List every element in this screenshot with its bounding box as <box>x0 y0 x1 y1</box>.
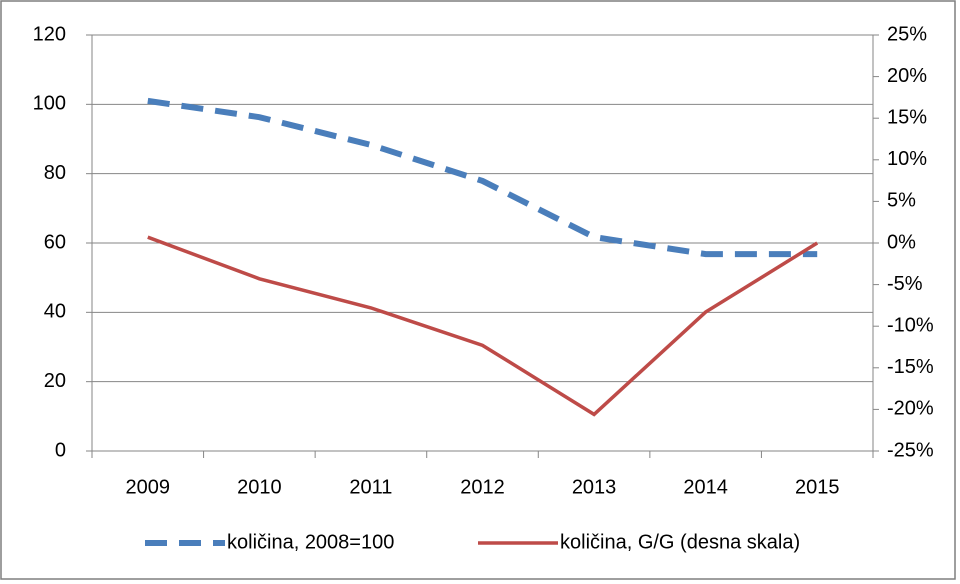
y2-tick-label: -20% <box>887 398 934 420</box>
y-tick-label: 0 <box>55 439 66 461</box>
y2-tick-label: 15% <box>887 106 927 128</box>
y2-tick-label: 5% <box>887 190 916 212</box>
legend-label: količina, G/G (desna skala) <box>560 531 800 553</box>
y2-tick-label: -25% <box>887 439 934 461</box>
y-tick-label: 60 <box>44 231 66 253</box>
x-tick-label: 2014 <box>683 476 728 498</box>
y2-tick-label: 20% <box>887 65 927 87</box>
x-tick-label: 2013 <box>572 476 617 498</box>
series-line <box>147 235 819 417</box>
x-tick-label: 2009 <box>126 476 171 498</box>
y2-tick-label: -15% <box>887 356 934 378</box>
y-tick-label: 120 <box>33 23 66 45</box>
x-tick-label: 2015 <box>795 476 840 498</box>
y-tick-label: 100 <box>33 93 66 115</box>
y2-tick-label: -5% <box>887 273 923 295</box>
y2-tick-label: 25% <box>887 23 927 45</box>
y-tick-label: 20 <box>44 370 66 392</box>
x-tick-label: 2012 <box>460 476 505 498</box>
x-tick-label: 2010 <box>237 476 282 498</box>
y2-tick-label: 10% <box>887 148 927 170</box>
series-line <box>147 97 818 258</box>
y-tick-label: 40 <box>44 301 66 323</box>
y2-tick-label: -10% <box>887 314 934 336</box>
y-tick-label: 80 <box>44 162 66 184</box>
y2-tick-label: 0% <box>887 231 916 253</box>
x-tick-label: 2011 <box>349 476 392 498</box>
legend-label: količina, 2008=100 <box>227 531 394 553</box>
